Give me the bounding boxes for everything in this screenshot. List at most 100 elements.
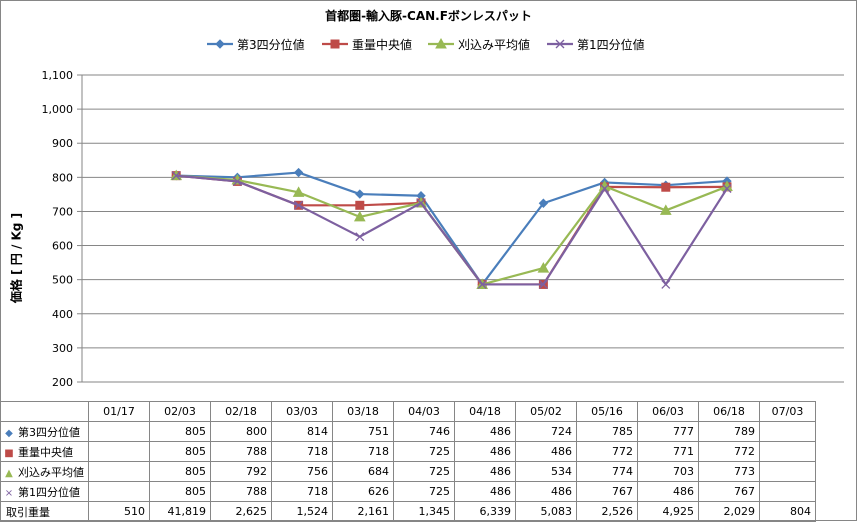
series-name: 第1四分位値 (18, 485, 80, 499)
legend-label: 刈込み平均値 (458, 38, 531, 52)
chart-title: 首都圏-輸入豚-CAN.Fボンレスパット (325, 9, 532, 23)
data-label: 486 (454, 461, 516, 482)
chart-plot: 200 300 400 500 600 700 800 900 1,000 1,100 (42, 69, 844, 389)
data-label: 703 (637, 461, 699, 482)
y-axis-label-text: 価格 [ 円 / Kg ] (9, 212, 24, 304)
data-label: 805 (149, 441, 211, 462)
data-label (88, 421, 150, 442)
data-label: 724 (515, 421, 577, 442)
data-label: 718 (332, 441, 394, 462)
x-tick-label: 03/18 (332, 401, 394, 422)
legend-swatch (547, 39, 573, 49)
series-name: 第3四分位値 (18, 425, 80, 439)
volume-cell: 2,029 (698, 501, 760, 522)
data-label: 805 (149, 421, 211, 442)
x-tick-label: 05/16 (576, 401, 638, 422)
legend-swatch (322, 39, 348, 49)
y-tick-label: 1,000 (42, 103, 74, 116)
table-row-header: × 第1四分位値 (0, 481, 89, 502)
series-name: 刈込み平均値 (18, 465, 84, 479)
data-label (88, 441, 150, 462)
data-point (353, 210, 366, 222)
volume-label: 取引重量 (6, 505, 50, 519)
table-row: ■ 重量中央値 805 788 718 718 725 486 486 772 771 772 (0, 441, 816, 462)
x-tick-label: 05/02 (515, 401, 577, 422)
data-label: 792 (210, 461, 272, 482)
data-point (355, 200, 365, 210)
data-label: 777 (637, 421, 699, 442)
data-label: 785 (576, 421, 638, 442)
y-tick-label: 1,100 (42, 69, 74, 82)
legend-label: 第3四分位値 (237, 38, 305, 52)
series-line-1 (176, 171, 728, 286)
data-label: 486 (454, 421, 516, 442)
x-tick-label: 06/03 (637, 401, 699, 422)
data-point (171, 171, 181, 181)
legend-label: 重量中央値 (352, 38, 413, 52)
data-point (600, 184, 610, 194)
x-tick-label: 04/03 (393, 401, 455, 422)
legend-label: 第1四分位値 (577, 38, 645, 52)
data-label: 771 (637, 441, 699, 462)
table-row: ▲ 刈込み平均値 805 792 756 684 725 486 534 774 703 773 (0, 461, 816, 482)
data-label (88, 461, 150, 482)
data-label: 800 (210, 421, 272, 442)
table-row-header: ■ 重量中央値 (0, 441, 89, 462)
data-point (292, 186, 305, 197)
x-tick-label: 03/03 (271, 401, 333, 422)
volume-cell: 4,925 (637, 501, 699, 522)
data-point (355, 189, 365, 199)
data-label: 684 (332, 461, 394, 482)
series-line-4 (176, 174, 728, 286)
legend-swatch (207, 39, 233, 49)
table-row-header: ▲ 刈込み平均値 (0, 461, 89, 482)
table-row: 取引重量 510 41,819 2,625 1,524 2,161 1,345 6,339 5,… (0, 501, 816, 522)
data-point (435, 37, 447, 49)
legend-key-icon: ■ (4, 447, 14, 459)
data-point (355, 232, 365, 242)
data-label: 805 (149, 481, 211, 502)
y-tick-label: 500 (52, 274, 73, 287)
data-point (215, 39, 225, 49)
x-tick-label: 04/18 (454, 401, 516, 422)
table-header-row: 01/17 02/03 02/18 03/03 03/18 04/03 04/18 05/02… (0, 401, 816, 422)
data-label (759, 481, 816, 502)
x-tick-label: 02/18 (210, 401, 272, 422)
data-point (330, 39, 340, 49)
y-tick-label: 700 (52, 205, 73, 218)
data-label: 774 (576, 461, 638, 482)
data-label: 626 (332, 481, 394, 502)
volume-cell: 2,161 (332, 501, 394, 522)
data-label: 486 (454, 441, 516, 462)
data-label: 725 (393, 461, 455, 482)
data-label (759, 441, 816, 462)
data-label: 486 (637, 481, 699, 502)
volume-cell: 804 (759, 501, 816, 522)
data-label: 751 (332, 421, 394, 442)
data-label: 805 (149, 461, 211, 482)
legend-key-icon: ◆ (5, 427, 13, 439)
volume-cell: 6,339 (454, 501, 516, 522)
y-tick-label: 900 (52, 137, 73, 150)
legend-key-icon: × (4, 487, 14, 499)
data-label: 788 (210, 481, 272, 502)
data-label: 772 (698, 441, 760, 462)
series-name: 重量中央値 (18, 445, 73, 459)
data-point (661, 182, 671, 192)
data-label: 773 (698, 461, 760, 482)
volume-cell: 1,345 (393, 501, 455, 522)
x-tick-label: 06/18 (698, 401, 760, 422)
legend-key-icon: ▲ (5, 467, 13, 479)
table-row-header: 取引重量 (0, 501, 89, 522)
volume-cell: 1,524 (271, 501, 333, 522)
data-table: 01/17 02/03 02/18 03/03 03/18 04/03 04/18 05/02… (0, 401, 816, 522)
series-line-2 (176, 174, 728, 286)
data-label (759, 461, 816, 482)
data-point (537, 262, 550, 273)
data-label: 746 (393, 421, 455, 442)
data-label: 772 (576, 441, 638, 462)
data-label: 486 (515, 481, 577, 502)
data-label: 767 (576, 481, 638, 502)
volume-cell: 2,625 (210, 501, 272, 522)
data-point (555, 39, 565, 49)
